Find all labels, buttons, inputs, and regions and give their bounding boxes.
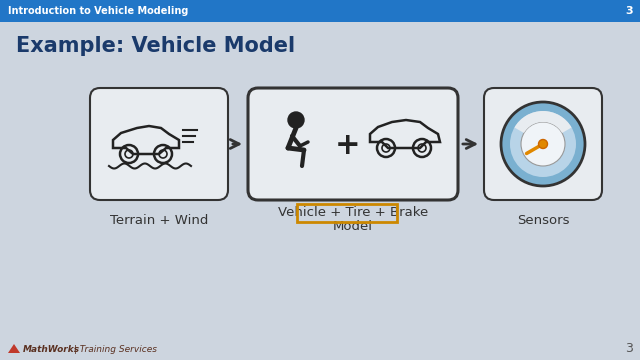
Circle shape bbox=[288, 112, 304, 128]
Text: Sensors: Sensors bbox=[516, 214, 569, 227]
Bar bbox=[0, 0, 640, 22]
Circle shape bbox=[538, 139, 547, 148]
Polygon shape bbox=[8, 344, 20, 353]
Wedge shape bbox=[515, 111, 572, 133]
Text: | Training Services: | Training Services bbox=[71, 345, 157, 354]
Circle shape bbox=[521, 122, 565, 166]
FancyBboxPatch shape bbox=[484, 88, 602, 200]
Text: Model: Model bbox=[333, 220, 373, 233]
Text: +: + bbox=[335, 131, 361, 161]
Circle shape bbox=[501, 102, 585, 186]
Text: Vehicle + Tire + Brake: Vehicle + Tire + Brake bbox=[278, 206, 428, 219]
Text: Example: Vehicle Model: Example: Vehicle Model bbox=[16, 36, 295, 56]
FancyBboxPatch shape bbox=[248, 88, 458, 200]
Text: 3: 3 bbox=[625, 342, 633, 356]
Text: 3: 3 bbox=[625, 6, 633, 16]
Circle shape bbox=[510, 111, 576, 177]
FancyBboxPatch shape bbox=[90, 88, 228, 200]
Text: Terrain + Wind: Terrain + Wind bbox=[110, 214, 208, 227]
Text: Introduction to Vehicle Modeling: Introduction to Vehicle Modeling bbox=[8, 6, 188, 16]
Text: MathWorks: MathWorks bbox=[23, 345, 80, 354]
